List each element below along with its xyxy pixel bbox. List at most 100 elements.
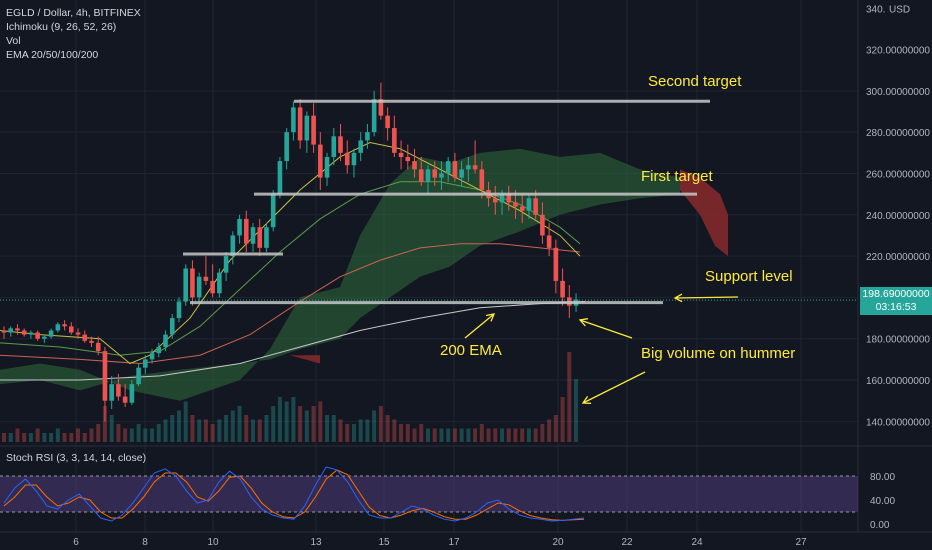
volume-bar (526, 428, 531, 442)
chart-legend: EGLD / Dollar, 4h, BITFINEX Ichimoku (9,… (6, 6, 141, 62)
candle-body (398, 152, 404, 157)
rsi-tick-label: 0.00 (870, 520, 890, 531)
volume-bar (304, 410, 309, 442)
ema20-line (0, 141, 581, 365)
volume-bar (271, 406, 276, 442)
candle-body (499, 194, 505, 203)
candle-body (102, 351, 108, 401)
volume-bar (42, 433, 47, 442)
candle-body (533, 198, 538, 215)
symbol-title[interactable]: EGLD / Dollar, 4h, BITFINEX (6, 7, 141, 19)
volume-bar (452, 428, 457, 442)
candle-body (445, 161, 451, 174)
volume-bar (392, 419, 397, 442)
candle-body (183, 268, 189, 302)
indicator-volume[interactable]: Vol (6, 35, 21, 47)
candle-body (122, 396, 128, 403)
volume-bar (399, 424, 404, 442)
volume-bar (358, 419, 363, 442)
volume-bar (325, 415, 330, 442)
volume-bar (459, 428, 464, 442)
candle-body (35, 332, 40, 339)
candle-body (257, 227, 263, 248)
volume-bar (432, 428, 437, 442)
candle-body (169, 318, 175, 335)
volume-bar (163, 419, 168, 442)
candle-body (324, 156, 330, 178)
price-tick-label: 240.00000000 (866, 211, 930, 222)
volume-bar (318, 401, 323, 442)
volume-bar (89, 428, 94, 442)
currency-label: USD (889, 4, 910, 15)
candle-body (452, 161, 458, 178)
candle-body (405, 156, 411, 162)
time-tick-label: 20 (552, 537, 564, 548)
stoch-rsi-d-line (3, 469, 585, 521)
volume-bar (251, 419, 256, 442)
time-tick-label: 13 (310, 537, 322, 548)
price-tick-label: 340. (866, 4, 885, 15)
volume-bar (15, 428, 20, 442)
candle-body (385, 115, 390, 129)
price-tick-label: 180.00000000 (866, 335, 930, 346)
candle-body (540, 214, 545, 236)
price-tick-label: 220.00000000 (866, 252, 930, 263)
candle-body (344, 152, 350, 166)
volume-bar (479, 424, 484, 442)
candle-body (48, 330, 54, 337)
price-tick-label: 300.00000000 (866, 87, 930, 98)
candle-body (149, 353, 155, 360)
candle-body (237, 218, 242, 236)
candle-body (190, 268, 195, 298)
candle-body (75, 332, 81, 335)
candle-body (176, 301, 182, 319)
volume-bar (176, 410, 181, 442)
volume-bar (28, 433, 33, 442)
candle-body (311, 115, 316, 145)
volume-bar (338, 419, 343, 442)
price-tick-label: 280.00000000 (866, 128, 930, 139)
volume-bar (560, 397, 565, 442)
volume-bar (378, 406, 383, 442)
candle-body (1, 330, 7, 333)
volume-bar (277, 397, 282, 442)
candles (1, 82, 579, 422)
current-price-tag: 198.69000000 03:16:53 (860, 287, 932, 315)
volume-bar (143, 428, 148, 442)
candle-body (284, 132, 289, 162)
arrow-200-ema (464, 313, 496, 339)
indicator-ema[interactable]: EMA 20/50/100/200 (6, 49, 99, 61)
candle-body (156, 346, 162, 354)
candle-body (21, 330, 27, 335)
candle-body (291, 107, 296, 133)
time-tick-label: 8 (142, 537, 148, 548)
annotation-support-level: Support level (705, 268, 793, 285)
volume-bar (35, 428, 40, 442)
candle-body (513, 202, 518, 207)
candle-body (378, 99, 384, 116)
candle-body (466, 165, 471, 170)
volume-bar (574, 379, 579, 442)
cloud-bearish (290, 355, 320, 364)
candle-body (42, 336, 47, 339)
candle-body (439, 173, 444, 178)
volume-bar (136, 424, 141, 442)
volume-bar (190, 415, 195, 442)
candle-body (196, 276, 202, 298)
candle-body (55, 324, 61, 331)
stoch-rsi-label[interactable]: Stoch RSI (3, 3, 14, 14, close) (6, 452, 147, 464)
volume-bar (203, 419, 208, 442)
volume-bar (446, 428, 451, 442)
candle-body (459, 169, 464, 178)
indicator-ichimoku[interactable]: Ichimoku (9, 26, 52, 26) (6, 21, 117, 33)
volume-bar (109, 415, 114, 442)
volume-bar (311, 406, 316, 442)
current-price: 198.69000000 (862, 288, 930, 300)
candle-body (264, 227, 269, 248)
volume-bar (82, 433, 87, 442)
candle-body (143, 359, 148, 368)
volume-bar (69, 433, 74, 442)
candle-body (210, 280, 215, 294)
candle-body (136, 367, 141, 385)
